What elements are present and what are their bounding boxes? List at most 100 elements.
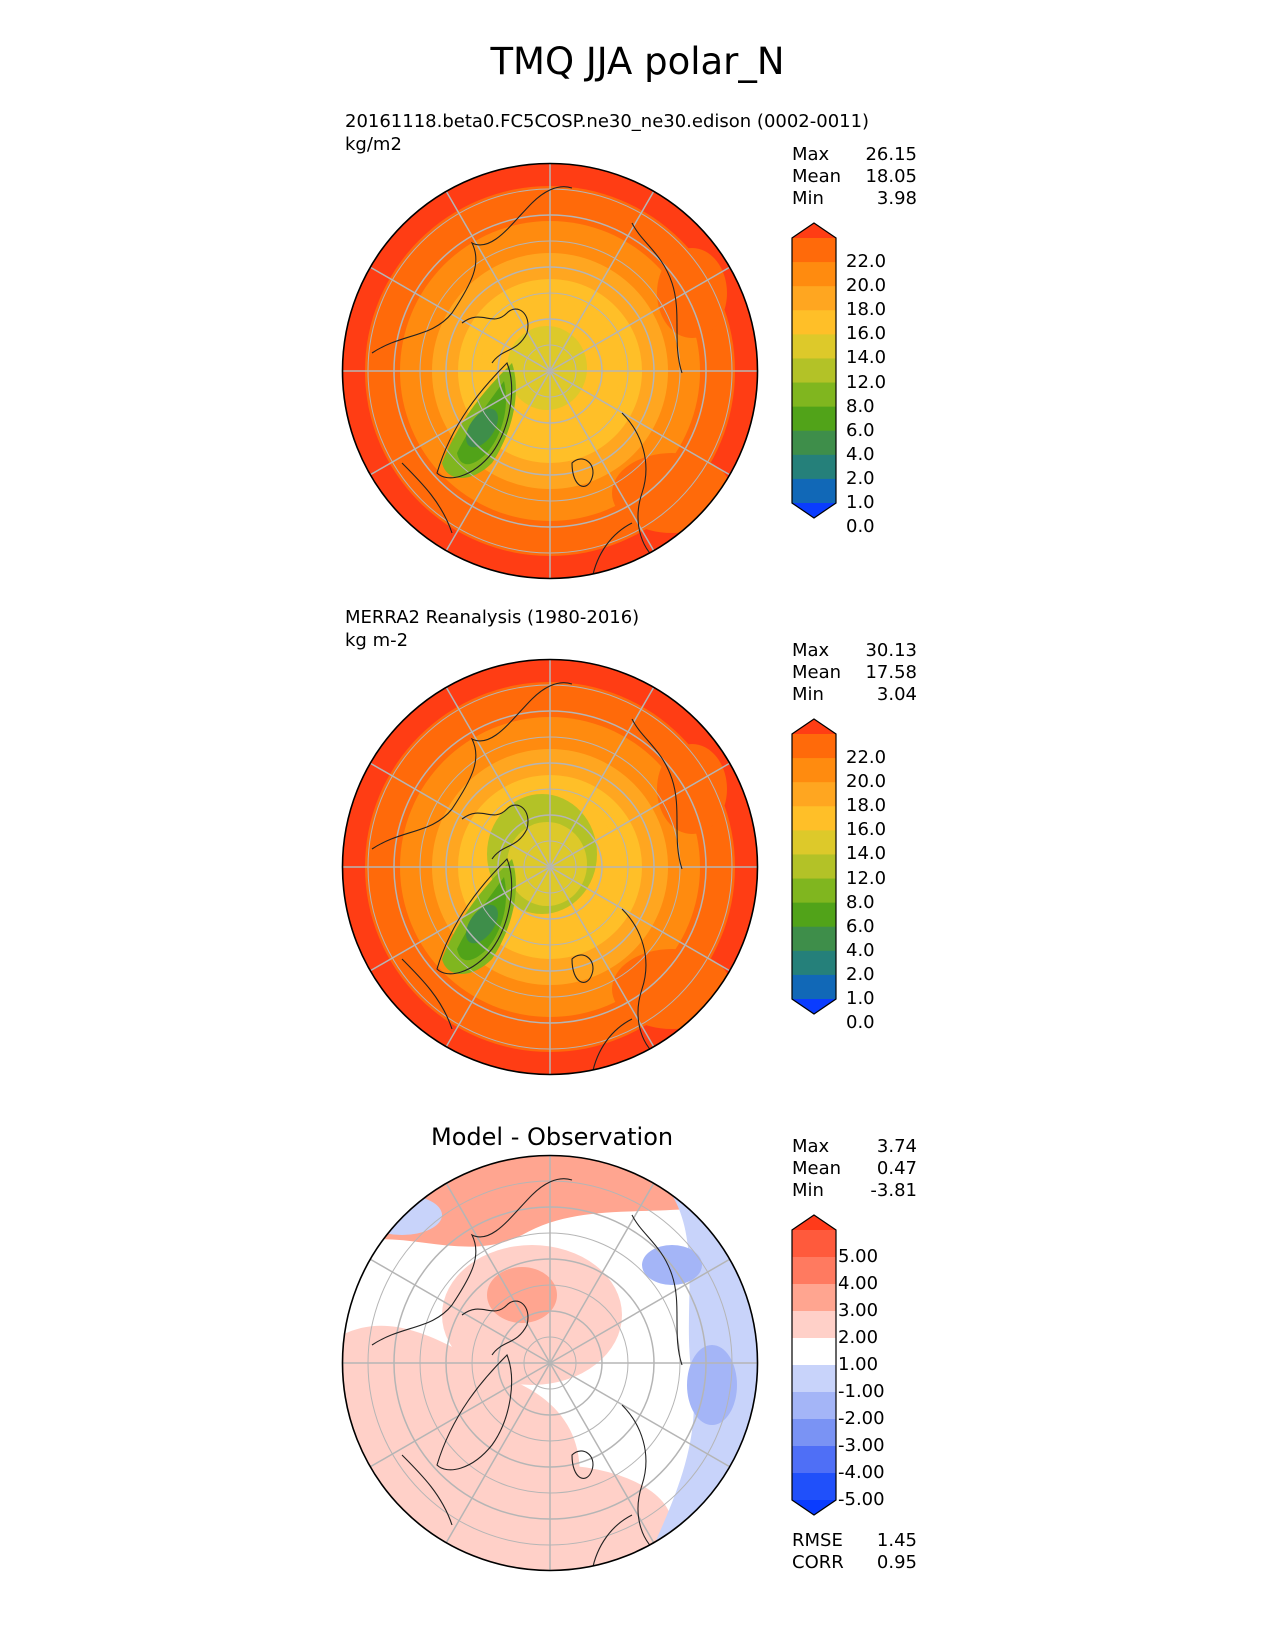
colorbar-tick-label: 3.00 <box>838 1300 879 1321</box>
colorbar-tick-label: 16.0 <box>846 323 887 345</box>
colorbar-segment <box>792 974 836 1000</box>
colorbar-segment <box>792 286 836 311</box>
colorbar-segment <box>792 334 836 359</box>
stats-box: Max 30.13 Mean 17.58 Min 3.04 <box>792 640 917 706</box>
colorbar-difference <box>791 1214 837 1516</box>
stat-row: Min 3.98 <box>792 188 917 210</box>
colorbar-ticks: 5.00 4.00 3.00 2.00 1.00 -1.00 -2.00 -3.00 -4.00… <box>838 1215 918 1515</box>
colorbar-segment <box>792 406 836 432</box>
colorbar-reference <box>791 718 837 1015</box>
stat-label: Max <box>792 144 830 165</box>
colorbar-outline <box>791 718 837 1015</box>
stat-row: Min -3.81 <box>792 1180 917 1202</box>
colorbar-ticks: 22.0 20.0 18.0 16.0 14.0 12.0 8.0 6.0 4.0 2.0 1.0 0… <box>846 223 916 537</box>
colorbar-segment <box>792 1338 836 1366</box>
panel-units: kg/m2 <box>345 134 402 155</box>
stat-row: Min 3.04 <box>792 684 917 706</box>
colorbar-segment <box>792 478 836 504</box>
figure-title: TMQ JJA polar_N <box>490 40 785 83</box>
stat-row: Max 26.15 <box>792 144 917 166</box>
panel-units: kg m-2 <box>345 630 409 651</box>
colorbar-outline <box>791 1214 837 1516</box>
colorbar-tick-label: -5.00 <box>838 1489 885 1510</box>
colorbar-segment <box>792 223 836 238</box>
stat-label: Mean <box>792 166 842 187</box>
stat-label: CORR <box>792 1552 844 1573</box>
colorbar-test <box>791 222 837 519</box>
colorbar-ticks: 22.0 20.0 18.0 16.0 14.0 12.0 8.0 6.0 4.0 2.0 1.0 0… <box>846 719 916 1033</box>
colorbar-segment <box>792 382 836 408</box>
colorbar-segment <box>792 878 836 904</box>
colorbar-tick-label: 2.0 <box>846 467 875 489</box>
colorbar-tick-label: 8.0 <box>846 891 875 913</box>
colorbar-tick-label: 0.0 <box>846 516 875 538</box>
panel-subtitle: 20161118.beta0.FC5COSP.ne30_ne30.edison … <box>345 111 870 132</box>
colorbar-segment <box>792 430 836 456</box>
colorbar-segment <box>792 806 836 831</box>
colorbar-segment <box>792 1392 836 1420</box>
colorbar-tick-label: 0.0 <box>846 1012 875 1034</box>
colorbar-tick-label: 14.0 <box>846 843 887 865</box>
stats-box: Max 3.74 Mean 0.47 Min -3.81 <box>792 1136 917 1202</box>
colorbar-tick-label: 1.0 <box>846 988 875 1009</box>
colorbar-segment <box>792 719 836 734</box>
colorbar-segment <box>792 902 836 928</box>
colorbar-tick-label: 12.0 <box>846 867 887 889</box>
stat-value: 3.04 <box>876 684 917 705</box>
stat-row: Mean 18.05 <box>792 166 917 188</box>
stat-value: -3.81 <box>870 1180 917 1201</box>
colorbar-tick-label: 6.0 <box>846 915 875 937</box>
colorbar-tick-label: 4.0 <box>846 939 875 961</box>
polar-map-test <box>341 162 759 580</box>
colorbar-tick-label: 8.0 <box>846 395 875 417</box>
stat-label: Mean <box>792 662 842 683</box>
colorbar-segment <box>792 454 836 480</box>
colorbar-segment <box>792 1284 836 1312</box>
colorbar-tick-label: 12.0 <box>846 371 887 393</box>
difference-title: Model - Observation <box>431 1123 674 1151</box>
colorbar-tick-label: 22.0 <box>846 251 887 273</box>
colorbar-segment <box>792 830 836 855</box>
stat-row: RMSE 1.45 <box>792 1530 917 1552</box>
colorbar-tick-label: -1.00 <box>838 1381 885 1402</box>
colorbar-segment <box>792 503 836 518</box>
colorbar-tick-label: -2.00 <box>838 1408 885 1429</box>
colorbar-tick-label: 22.0 <box>846 747 887 769</box>
colorbar-segment <box>792 999 836 1014</box>
colorbar-tick-label: 18.0 <box>846 299 887 321</box>
stat-row: Mean 0.47 <box>792 1158 917 1180</box>
colorbar-segment <box>792 1500 836 1515</box>
colorbar-segment <box>792 1365 836 1393</box>
stat-label: Max <box>792 1136 830 1157</box>
colorbar-segment <box>792 950 836 976</box>
stat-value: 30.13 <box>865 640 917 661</box>
polar-map-difference <box>341 1154 759 1572</box>
colorbar-tick-label: 1.00 <box>838 1354 879 1375</box>
colorbar-segment <box>792 758 836 783</box>
stat-label: Min <box>792 684 824 705</box>
stat-value: 18.05 <box>865 166 917 187</box>
colorbar-segment <box>792 262 836 287</box>
colorbar-segment <box>792 1419 836 1447</box>
stat-label: Min <box>792 188 824 209</box>
stat-value: 17.58 <box>865 662 917 683</box>
stat-label: Max <box>792 640 830 661</box>
colorbar-tick-label: 14.0 <box>846 347 887 369</box>
stat-label: RMSE <box>792 1530 843 1551</box>
colorbar-segment <box>792 1230 836 1258</box>
stat-value: 0.95 <box>876 1552 917 1573</box>
colorbar-tick-label: 2.0 <box>846 963 875 985</box>
stat-row: Max 30.13 <box>792 640 917 662</box>
stat-row: Max 3.74 <box>792 1136 917 1158</box>
panel-subtitle: MERRA2 Reanalysis (1980-2016) <box>345 607 640 628</box>
stat-value: 1.45 <box>876 1530 917 1551</box>
colorbar-segment <box>792 1257 836 1285</box>
colorbar-tick-label: 2.00 <box>838 1327 879 1348</box>
stats-box: Max 26.15 Mean 18.05 Min 3.98 <box>792 144 917 210</box>
colorbar-tick-label: 4.0 <box>846 443 875 465</box>
colorbar-segment <box>792 782 836 807</box>
polar-map-reference <box>341 658 759 1076</box>
colorbar-segment <box>792 926 836 952</box>
colorbar-tick-label: 16.0 <box>846 819 887 841</box>
colorbar-tick-label: 20.0 <box>846 771 887 793</box>
